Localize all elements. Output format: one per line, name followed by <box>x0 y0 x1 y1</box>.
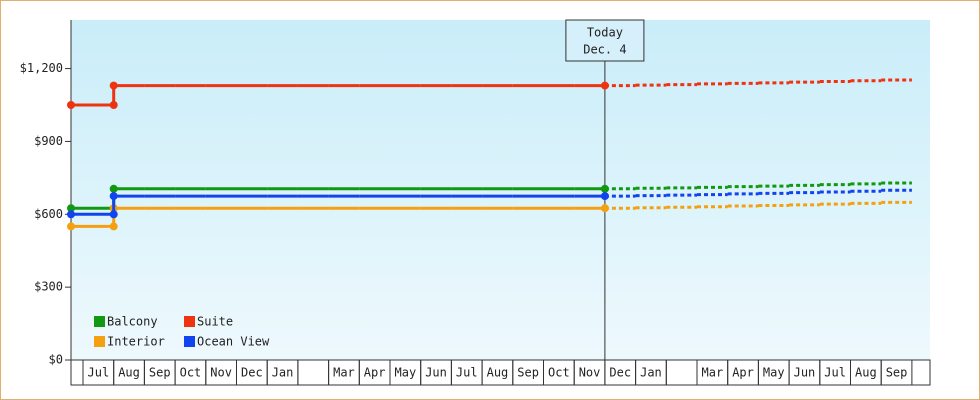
x-tick-label: Mar <box>333 366 355 380</box>
x-tick-label: Jul <box>88 366 110 380</box>
x-tick-label: Dec <box>609 366 631 380</box>
x-tick-label: Aug <box>487 366 509 380</box>
x-tick-label: Sep <box>886 366 908 380</box>
x-tick-label: Nov <box>210 366 232 380</box>
month-cell <box>880 359 913 386</box>
today-date: Dec. 4 <box>583 43 626 57</box>
x-tick-label: Dec <box>241 366 263 380</box>
y-tick-label: $1,200 <box>20 61 63 75</box>
series-marker <box>67 210 75 219</box>
x-tick-label: Sep <box>149 366 171 380</box>
series-marker <box>109 210 118 219</box>
x-tick-label: May <box>395 366 417 380</box>
series-marker <box>67 222 75 231</box>
series-marker <box>67 101 75 109</box>
legend-swatch <box>184 336 195 347</box>
series-marker <box>109 222 118 231</box>
series-marker <box>600 184 609 193</box>
series-marker <box>109 192 118 201</box>
x-tick-label: Mar <box>702 366 724 380</box>
x-tick-label: Jul <box>824 366 846 380</box>
x-tick-label: Aug <box>855 366 877 380</box>
legend-swatch <box>184 316 195 327</box>
series-marker <box>109 184 118 193</box>
x-tick-label: Jun <box>425 366 447 380</box>
x-axis-row <box>70 359 931 386</box>
legend-label: Interior <box>107 335 165 349</box>
today-box <box>565 19 645 62</box>
x-tick-label: May <box>763 366 785 380</box>
series-marker <box>109 81 118 90</box>
x-tick-label: Sep <box>517 366 539 380</box>
x-tick-label: Jan <box>640 366 662 380</box>
x-tick-label: Oct <box>548 366 570 380</box>
y-tick-label: $900 <box>34 134 63 148</box>
legend-label: Ocean View <box>197 335 270 349</box>
x-tick-label: Oct <box>180 366 202 380</box>
y-tick-label: $300 <box>34 280 63 294</box>
x-tick-label: Aug <box>118 366 140 380</box>
series-marker <box>67 204 75 213</box>
x-tick-label: Jun <box>794 366 816 380</box>
series-marker <box>600 204 609 213</box>
y-tick-label: $0 <box>49 353 63 367</box>
x-tick-label: Apr <box>364 366 386 380</box>
series-marker <box>600 81 609 90</box>
x-tick-label: Jul <box>456 366 478 380</box>
legend-label: Suite <box>197 315 233 329</box>
x-tick-label: Jan <box>272 366 294 380</box>
x-tick-label: Apr <box>732 366 754 380</box>
series-marker <box>600 192 609 201</box>
legend-label: Balcony <box>107 315 158 329</box>
x-tick-label: Nov <box>579 366 601 380</box>
legend-swatch <box>94 336 105 347</box>
legend-swatch <box>94 316 105 327</box>
y-tick-label: $600 <box>34 207 63 221</box>
today-label: Today <box>587 26 623 40</box>
series-marker <box>109 101 118 109</box>
